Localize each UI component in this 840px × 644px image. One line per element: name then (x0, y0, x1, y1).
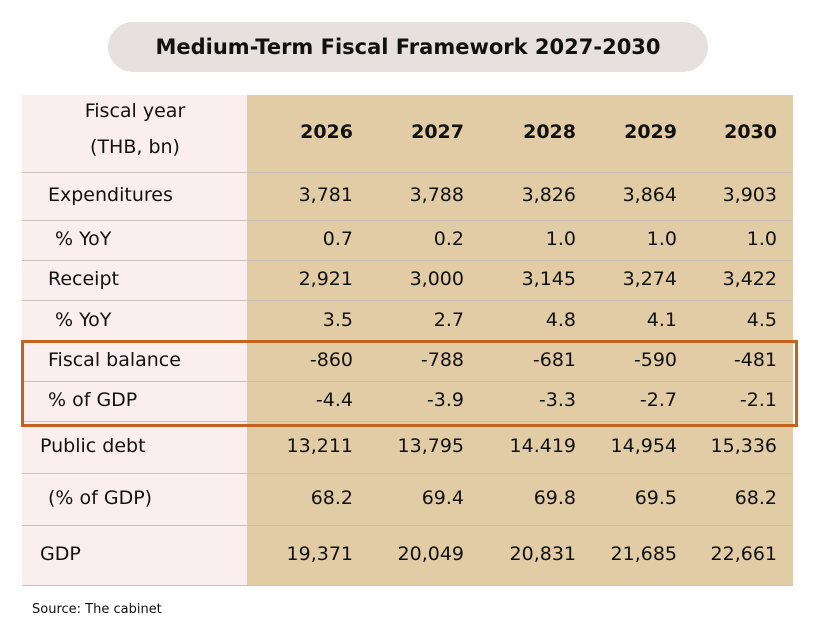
cell-value: 21,685 (610, 543, 677, 565)
row-rule (22, 585, 793, 586)
cell-value: -3.3 (538, 389, 576, 411)
year-header: 2029 (624, 121, 677, 143)
row-label: Receipt (48, 268, 119, 290)
row-rule (22, 381, 793, 382)
cell-value: 2,921 (298, 268, 353, 290)
cell-value: -3.9 (426, 389, 464, 411)
cell-value: 3,422 (722, 268, 777, 290)
row-label: Fiscal balance (48, 349, 181, 371)
cell-value: -2.7 (639, 389, 677, 411)
row-label: % YoY (55, 228, 112, 250)
row-rule (22, 260, 793, 261)
year-header: 2030 (724, 121, 777, 143)
row-rule (22, 421, 793, 422)
cell-value: 13,795 (397, 435, 464, 457)
row-label: % YoY (55, 308, 112, 331)
cell-value: 3.5 (322, 308, 353, 331)
cell-value: -2.1 (739, 389, 777, 411)
year-header: 2028 (523, 121, 576, 143)
title: Medium-Term Fiscal Framework 2027-2030 (108, 22, 708, 72)
row-label: Expenditures (48, 184, 173, 206)
row-rule (22, 473, 793, 474)
cell-value: 1.0 (545, 228, 576, 250)
cell-value: 0.7 (322, 228, 353, 250)
cell-value: 1.0 (646, 228, 677, 250)
cell-value: 3,826 (521, 184, 576, 206)
cell-value: 3,903 (722, 184, 777, 206)
header-label: Fiscal year (84, 100, 186, 122)
cell-value: 4.5 (746, 308, 777, 331)
cell-value: 0.2 (433, 228, 464, 250)
year-header: 2026 (300, 121, 353, 143)
row-label: GDP (40, 543, 81, 565)
cell-value: 3,145 (521, 268, 576, 290)
cell-value: 1.0 (746, 228, 777, 250)
cell-value: 15,336 (710, 435, 777, 457)
cell-value: 20,049 (397, 543, 464, 565)
cell-value: -481 (733, 349, 777, 371)
cell-value: 14.419 (509, 435, 576, 457)
row-rule (22, 220, 793, 221)
cell-value: 22,661 (710, 543, 777, 565)
row-label: (% of GDP) (48, 487, 153, 509)
cell-value: 3,274 (622, 268, 677, 290)
cell-value: -860 (309, 349, 353, 371)
row-rule (22, 172, 793, 173)
cell-value: 19,371 (286, 543, 353, 565)
cell-value: -681 (532, 349, 576, 371)
cell-value: -590 (633, 349, 677, 371)
cell-value: 69.5 (634, 487, 677, 509)
source: Source: The cabinet (32, 602, 162, 617)
highlight-box (21, 340, 798, 427)
cell-value: -4.4 (315, 389, 353, 411)
row-rule (22, 300, 793, 301)
cell-value: 4.8 (545, 308, 576, 331)
cell-value: 13,211 (286, 435, 353, 457)
cell-value: 69.8 (533, 487, 576, 509)
cell-value: 3,781 (298, 184, 353, 206)
row-rule (22, 525, 793, 526)
cell-value: 4.1 (646, 308, 677, 331)
cell-value: 20,831 (509, 543, 576, 565)
cell-value: 68.2 (734, 487, 777, 509)
row-label: Public debt (40, 435, 146, 457)
header-label: (THB, bn) (90, 136, 180, 158)
row-label: % of GDP (48, 389, 138, 411)
cell-value: 14,954 (610, 435, 677, 457)
cell-value: 69.4 (421, 487, 464, 509)
cell-value: -788 (420, 349, 464, 371)
cell-value: 3,864 (622, 184, 677, 206)
cell-value: 3,788 (409, 184, 464, 206)
cell-value: 68.2 (310, 487, 353, 509)
cell-value: 3,000 (409, 268, 464, 290)
cell-value: 2.7 (433, 308, 464, 331)
year-header: 2027 (411, 121, 464, 143)
